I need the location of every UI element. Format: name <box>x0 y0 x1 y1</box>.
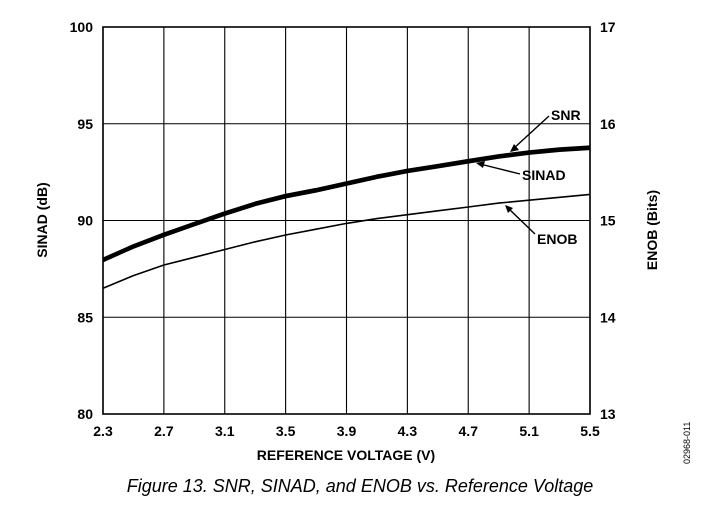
snr-callout-arrow <box>512 115 550 150</box>
left-y-tick-label: 85 <box>77 309 93 325</box>
right-y-tick-label: 13 <box>600 406 616 422</box>
right-y-tick-label: 15 <box>600 213 616 229</box>
snr-callout: SNR <box>510 107 581 152</box>
x-tick-labels: 2.3 2.7 3.1 3.5 3.9 4.3 4.7 5.1 5.5 <box>93 423 600 439</box>
series-line-enob <box>102 193 591 289</box>
plot-frame <box>102 26 591 415</box>
right-y-axis-title: ENOB (Bits) <box>644 190 660 270</box>
right-y-tick-label: 14 <box>600 309 616 325</box>
x-tick-label: 2.3 <box>93 423 113 439</box>
x-tick-label: 3.1 <box>215 423 235 439</box>
right-y-tick-labels: 13 14 15 16 17 <box>600 19 616 422</box>
right-y-tick-label: 17 <box>600 19 616 35</box>
sinad-callout: SINAD <box>476 161 566 183</box>
x-axis-title: REFERENCE VOLTAGE (V) <box>257 447 435 463</box>
x-tick-label: 5.5 <box>580 423 600 439</box>
figure-caption: Figure 13. SNR, SINAD, and ENOB vs. Refe… <box>126 476 594 496</box>
right-y-tick-label: 16 <box>600 116 616 132</box>
snr-sinad-enob-chart: 2.3 2.7 3.1 3.5 3.9 4.3 4.7 5.1 5.5 80859095100 … <box>34 19 692 464</box>
x-tick-label: 4.7 <box>459 423 479 439</box>
enob-label: ENOB <box>537 231 577 247</box>
grid-lines <box>102 26 591 415</box>
sinad-callout-arrow <box>479 163 521 175</box>
enob-callout: ENOB <box>505 205 577 247</box>
x-tick-label: 4.3 <box>398 423 418 439</box>
x-tick-label: 5.1 <box>519 423 539 439</box>
left-y-tick-label: 95 <box>77 116 93 132</box>
left-y-tick-label: 90 <box>77 213 93 229</box>
sinad-label: SINAD <box>522 167 566 183</box>
series-lines <box>102 145 591 289</box>
enob-callout-arrow <box>507 207 536 235</box>
left-y-tick-label: 80 <box>77 406 93 422</box>
x-tick-label: 3.5 <box>276 423 296 439</box>
sinad-callout-arrowhead <box>476 161 485 168</box>
snr-callout-arrowhead <box>510 144 519 152</box>
x-tick-label: 2.7 <box>154 423 174 439</box>
left-y-tick-labels: 80 85 90 95 100 <box>70 19 94 422</box>
left-y-tick-label: 100 <box>70 19 94 35</box>
figure-id: 02968-011 <box>682 422 692 464</box>
snr-label: SNR <box>551 107 581 123</box>
series-line-snr <box>102 145 591 261</box>
left-y-axis-title: SINAD (dB) <box>34 182 50 257</box>
x-tick-label: 3.9 <box>337 423 357 439</box>
series-line-sinad <box>102 147 591 263</box>
enob-callout-arrowhead <box>505 205 513 213</box>
